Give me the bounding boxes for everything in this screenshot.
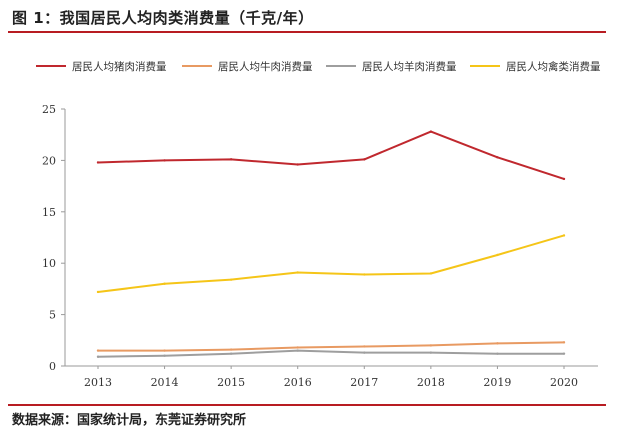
data-point	[363, 345, 366, 348]
legend-label: 居民人均牛肉消费量	[218, 60, 313, 73]
line-chart: 居民人均猪肉消费量 居民人均牛肉消费量 居民人均羊肉消费量 居民人均禽类消费量 0 5 1…	[36, 60, 601, 389]
data-point	[562, 352, 566, 355]
x-tick-label: 2020	[550, 376, 578, 389]
source-rule	[8, 404, 606, 406]
series-line	[97, 130, 565, 180]
y-tick-label: 10	[42, 257, 56, 270]
data-point	[163, 354, 166, 357]
data-point	[96, 290, 100, 294]
x-tick-label: 2015	[217, 376, 245, 389]
series-group	[96, 130, 566, 181]
series-line	[97, 234, 565, 293]
data-point	[229, 158, 233, 161]
data-point	[496, 253, 499, 257]
data-point	[296, 271, 299, 274]
series-line	[97, 349, 565, 358]
data-point	[296, 163, 299, 166]
data-point	[96, 349, 100, 352]
data-point	[229, 348, 233, 351]
data-point	[229, 352, 233, 355]
data-point	[163, 349, 166, 352]
y-tick-label: 25	[42, 103, 56, 116]
data-point	[229, 278, 233, 281]
series-line	[97, 341, 565, 352]
y-tick-label: 20	[42, 154, 56, 167]
y-tick-label: 15	[42, 206, 56, 219]
data-point	[96, 161, 100, 164]
x-tick-label: 2017	[350, 376, 378, 389]
series-group	[96, 341, 566, 352]
data-point	[429, 130, 433, 133]
legend: 居民人均猪肉消费量 居民人均牛肉消费量 居民人均羊肉消费量 居民人均禽类消费量	[36, 60, 601, 73]
x-tick-label: 2014	[151, 376, 179, 389]
data-point	[363, 273, 366, 276]
x-tick-label: 2018	[417, 376, 445, 389]
data-point	[96, 355, 100, 358]
data-point	[496, 156, 499, 159]
data-point	[496, 352, 499, 355]
data-point	[363, 158, 366, 161]
data-point	[163, 282, 166, 285]
x-tick-label: 2019	[483, 376, 511, 389]
x-tick-label: 2016	[284, 376, 312, 389]
data-point	[163, 159, 166, 162]
data-point	[429, 344, 433, 347]
x-tick-label: 2013	[84, 376, 112, 389]
data-point	[296, 349, 299, 352]
data-point	[496, 342, 499, 345]
y-tick-label: 0	[49, 360, 56, 373]
series-group	[96, 349, 566, 358]
series-lines	[96, 130, 566, 358]
chart-axes: 0 5 10 15 20 25 2013 2014 2015 2016 2017 2018 2019 20…	[42, 103, 598, 389]
legend-label: 居民人均羊肉消费量	[362, 60, 457, 73]
data-point	[363, 351, 366, 354]
data-point	[562, 177, 566, 181]
data-point	[296, 346, 299, 349]
figure-title: 图 1：我国居民人均肉类消费量（千克/年）	[12, 9, 314, 27]
data-point	[562, 234, 566, 237]
source-note: 数据来源：国家统计局，东莞证券研究所	[12, 413, 247, 428]
legend-label: 居民人均禽类消费量	[506, 60, 601, 73]
legend-label: 居民人均猪肉消费量	[72, 60, 167, 73]
data-point	[429, 351, 433, 354]
series-group	[96, 234, 566, 294]
data-point	[429, 272, 433, 275]
y-tick-label: 5	[49, 309, 56, 322]
title-rule	[8, 31, 606, 33]
data-point	[562, 341, 566, 344]
